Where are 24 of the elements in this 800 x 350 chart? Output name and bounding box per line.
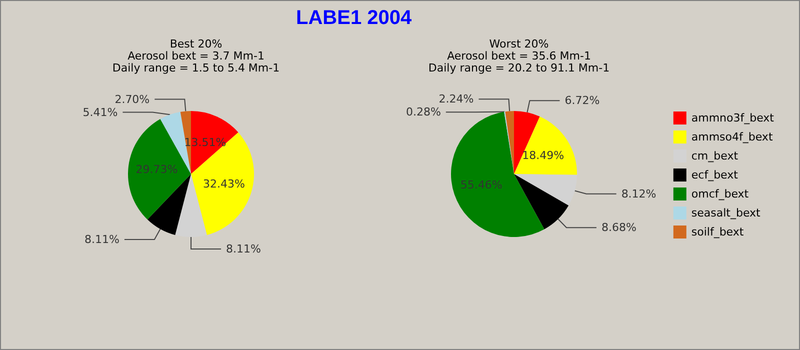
chart-subtitle: Best 20% Aerosol bext = 3.7 Mm-1 Daily range = 1.5 to 5.4 Mm-1 [112, 38, 280, 74]
data-label: 0.28% [406, 106, 441, 119]
data-label: 55.46% [460, 178, 502, 192]
chart-subtitle: Worst 20% Aerosol bext = 35.6 Mm-1 Daily range = 20.2 to 91.1 Mm-1 [428, 38, 610, 74]
legend-label: ammno3f_bext [691, 112, 775, 124]
data-label: 32.43% [203, 178, 245, 191]
legend-label: ecf_bext [691, 168, 739, 182]
legend-label: soilf_bext [691, 226, 744, 238]
text: LABE1 2004 [296, 7, 412, 29]
legend-label: omcf_bext [691, 188, 750, 200]
legend-label: ammso4f_bext [691, 130, 774, 144]
data-label: 2.24% [438, 92, 474, 106]
legend-label: seasalt_bext [691, 206, 762, 220]
data-label: 8.12% [621, 187, 656, 200]
data-label: 18.49% [522, 148, 564, 162]
data-label: 29.73% [136, 163, 178, 176]
data-label: 8.68% [601, 221, 636, 234]
data-label: 5.41% [82, 106, 118, 119]
data-label: 6.72% [564, 94, 600, 108]
data-label: 8.11% [226, 242, 261, 256]
data-label: 13.51% [184, 136, 226, 150]
legend-label: cm_bext [691, 150, 739, 162]
data-label: 8.11% [84, 232, 120, 246]
data-label: 2.70% [114, 92, 150, 106]
